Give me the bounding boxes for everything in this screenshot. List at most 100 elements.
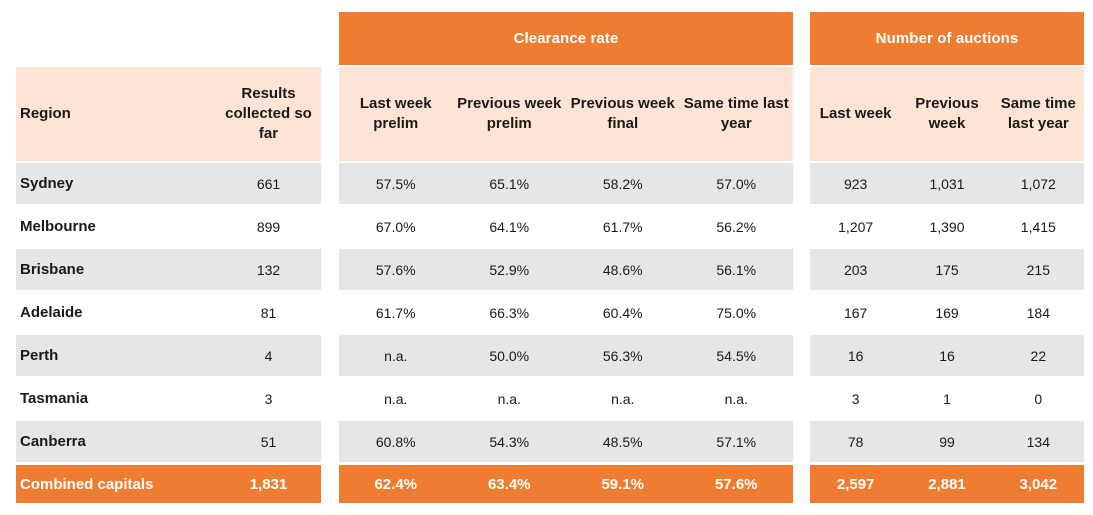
header-cr-prev-week-final: Previous week final [570, 95, 675, 132]
cr-prev-week-final-cell: 48.5% [602, 433, 643, 450]
header-region: Region [20, 105, 71, 122]
results-cell: 661 [256, 175, 281, 192]
left-rows: Sydney 661 Melbourne 899 Brisbane 132 Adelaide… [16, 163, 321, 503]
results-cell: 51 [260, 433, 277, 450]
na-same-time-last-year-cell: 1,072 [1020, 175, 1056, 192]
na-same-time-last-year-cell: 215 [1026, 261, 1050, 278]
na-last-week-cell: 16 [847, 347, 864, 364]
na-same-time-last-year-cell: 0 [1034, 390, 1043, 407]
table-row: Combined capitals 1,831 [16, 465, 321, 503]
table-row: 2,597 2,881 3,042 [810, 465, 1084, 503]
na-same-time-last-year-cell: 3,042 [1019, 475, 1058, 493]
cr-last-week-prelim-cell: n.a. [384, 347, 408, 364]
table-row: 61.7% 66.3% 60.4% 75.0% [339, 292, 793, 333]
cr-prev-week-prelim-cell: 63.4% [487, 475, 531, 493]
header-row-auctions: Last week Previous week Same time last y… [810, 65, 1084, 161]
na-previous-week-cell: 16 [939, 347, 955, 364]
header-cr-same-time-last-year: Same time last year [683, 95, 789, 132]
region-cell: Brisbane [20, 261, 85, 278]
table-row: n.a. 50.0% 56.3% 54.5% [339, 335, 793, 376]
header-cr-prev-week-prelim: Previous week prelim [457, 95, 562, 132]
region-cell: Tasmania [20, 390, 89, 407]
na-same-time-last-year-cell: 22 [1030, 347, 1047, 364]
results-cell: 899 [256, 218, 281, 235]
na-previous-week-cell: 1 [943, 390, 951, 407]
na-previous-week-cell: 175 [935, 261, 959, 278]
cr-prev-week-final-cell: 48.6% [602, 261, 643, 278]
header-na-last-week: Last week [819, 105, 892, 122]
table-row: 57.6% 52.9% 48.6% 56.1% [339, 249, 793, 290]
cr-last-week-prelim-cell: 60.8% [375, 433, 416, 450]
cr-prev-week-prelim-cell: 64.1% [489, 218, 530, 235]
na-same-time-last-year-cell: 134 [1026, 433, 1050, 450]
na-last-week-cell: 923 [843, 175, 868, 192]
region-cell: Sydney [20, 175, 74, 192]
table-row: 78 99 134 [810, 421, 1084, 462]
cr-same-time-last-year-cell: n.a. [724, 390, 748, 407]
table-row: Brisbane 132 [16, 249, 321, 290]
header-results-collected: Results collected so far [216, 67, 321, 161]
table-row: 1,207 1,390 1,415 [810, 206, 1084, 247]
na-last-week-cell: 78 [847, 433, 864, 450]
region-cell: Canberra [20, 433, 86, 450]
table-row: Tasmania 3 [16, 378, 321, 419]
na-same-time-last-year-cell: 184 [1026, 304, 1050, 321]
cr-prev-week-final-cell: 61.7% [602, 218, 643, 235]
header-row-left: Region Results collected so far [16, 65, 321, 161]
group-header-clearance-rate: Clearance rate [339, 12, 793, 65]
table-row: 57.5% 65.1% 58.2% 57.0% [339, 163, 793, 204]
results-cell: 132 [256, 261, 281, 278]
mid-rows: 57.5% 65.1% 58.2% 57.0% 67.0% 64.1% 61.7% 56.2%… [339, 163, 793, 503]
region-cell: Perth [20, 347, 59, 364]
table-row: 60.8% 54.3% 48.5% 57.1% [339, 421, 793, 462]
na-previous-week-cell: 2,881 [928, 475, 966, 493]
right-rows: 923 1,031 1,072 1,207 1,390 1,415 203 175 215 167… [810, 163, 1084, 503]
region-cell: Adelaide [20, 304, 83, 321]
cr-prev-week-final-cell: 59.1% [601, 475, 645, 493]
table-row: n.a. n.a. n.a. n.a. [339, 378, 793, 419]
cr-last-week-prelim-cell: n.a. [384, 390, 408, 407]
cr-last-week-prelim-cell: 57.5% [375, 175, 416, 192]
clearance-rate-block: Clearance rate Last week prelim Previous… [339, 0, 793, 503]
header-na-same-time-last-year: Same time last year [1000, 95, 1076, 132]
cr-last-week-prelim-cell: 67.0% [375, 218, 416, 235]
na-last-week-cell: 167 [843, 304, 868, 321]
table-row: 923 1,031 1,072 [810, 163, 1084, 204]
cr-same-time-last-year-cell: 54.5% [716, 347, 757, 364]
table-row: 3 1 0 [810, 378, 1084, 419]
results-cell: 3 [264, 390, 273, 407]
region-cell: Melbourne [20, 218, 96, 235]
cr-prev-week-final-cell: 60.4% [602, 304, 643, 321]
cr-prev-week-prelim-cell: 54.3% [489, 433, 530, 450]
cr-prev-week-prelim-cell: 65.1% [489, 175, 530, 192]
na-last-week-cell: 2,597 [836, 475, 875, 493]
cr-prev-week-prelim-cell: n.a. [497, 390, 521, 407]
cr-same-time-last-year-cell: 56.2% [716, 218, 757, 235]
region-cell: Combined capitals [20, 475, 154, 493]
table-row: Perth 4 [16, 335, 321, 376]
results-cell: 1,831 [249, 475, 288, 493]
na-previous-week-cell: 1,031 [929, 175, 965, 192]
na-last-week-cell: 1,207 [838, 218, 874, 235]
number-of-auctions-block: Number of auctions Last week Previous we… [810, 0, 1084, 503]
table-row: 62.4% 63.4% 59.1% 57.6% [339, 465, 793, 503]
na-same-time-last-year-cell: 1,415 [1020, 218, 1056, 235]
cr-same-time-last-year-cell: 75.0% [716, 304, 757, 321]
header-row-clearance: Last week prelim Previous week prelim Pr… [339, 65, 793, 161]
table-row: 203 175 215 [810, 249, 1084, 290]
table-row: Adelaide 81 [16, 292, 321, 333]
na-last-week-cell: 203 [843, 261, 868, 278]
group-header-number-of-auctions: Number of auctions [810, 12, 1084, 65]
cr-same-time-last-year-cell: 57.6% [714, 475, 758, 493]
cr-last-week-prelim-cell: 62.4% [374, 475, 418, 493]
group-spacer [16, 12, 321, 65]
cr-prev-week-final-cell: n.a. [611, 390, 635, 407]
table-row: 16 16 22 [810, 335, 1084, 376]
cr-same-time-last-year-cell: 56.1% [716, 261, 757, 278]
header-cr-last-week-prelim: Last week prelim [359, 95, 432, 132]
table-row: Sydney 661 [16, 163, 321, 204]
header-na-previous-week: Previous week [915, 95, 979, 132]
cr-prev-week-prelim-cell: 50.0% [489, 347, 530, 364]
na-previous-week-cell: 169 [935, 304, 959, 321]
